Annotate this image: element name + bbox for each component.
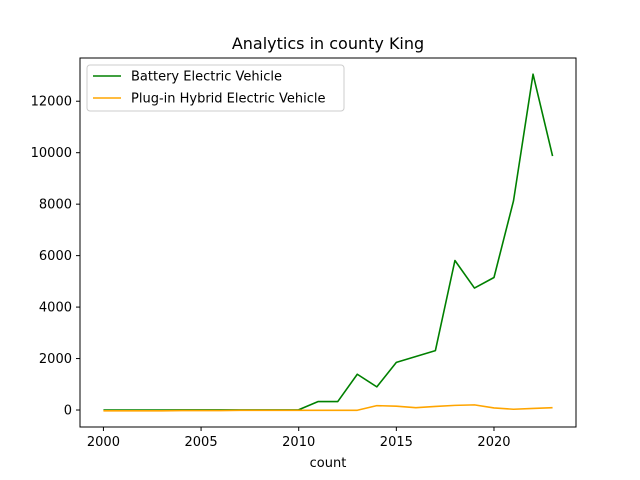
legend-box xyxy=(86,64,345,112)
y-tick-label: 12000 xyxy=(31,95,72,110)
x-tick-label: 2015 xyxy=(380,435,413,450)
legend-label-1: Battery Electric Vehicle xyxy=(131,70,282,85)
y-tick-label: 4000 xyxy=(39,301,72,316)
series-layer xyxy=(103,73,554,412)
x-tick-label: 2020 xyxy=(477,435,510,450)
chart-title: Analytics in county King xyxy=(232,34,424,53)
legend-label-2: Plug-in Hybrid Electric Vehicle xyxy=(131,92,325,107)
y-tick-label: 2000 xyxy=(39,352,72,367)
y-tick-label: 6000 xyxy=(39,249,72,264)
x-tick-label: 2010 xyxy=(282,435,315,450)
plot-frame xyxy=(79,57,577,428)
series-line-2 xyxy=(103,404,553,412)
x-axis: 2000 2005 2010 2015 2020 xyxy=(87,427,511,450)
legend: Battery Electric Vehicle Plug-in Hybrid E… xyxy=(86,64,345,112)
x-axis-label: count xyxy=(310,456,347,471)
y-tick-label: 10000 xyxy=(31,146,72,161)
y-tick-label: 8000 xyxy=(39,198,72,213)
y-tick-label: 0 xyxy=(64,404,72,419)
y-axis: 0 2000 4000 6000 8000 10000 12000 xyxy=(31,95,80,419)
x-tick-label: 2000 xyxy=(87,435,120,450)
x-tick-label: 2005 xyxy=(185,435,218,450)
